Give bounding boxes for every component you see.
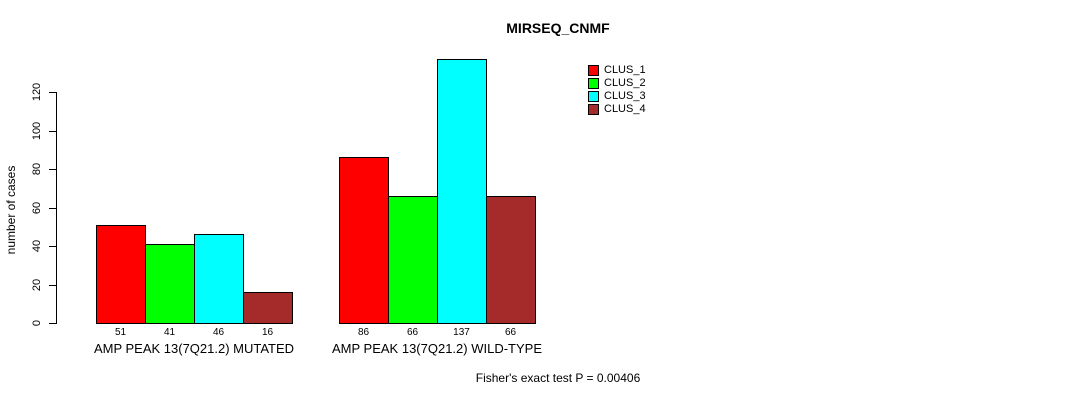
y-tick-label: 60 (31, 201, 43, 214)
y-tick (49, 207, 56, 209)
y-tick-label: 20 (31, 278, 43, 291)
annotation-pvalue: Fisher's exact test P = 0.00406 (475, 371, 641, 385)
bar (145, 244, 195, 324)
bar (486, 195, 536, 324)
bar-value-label: 51 (114, 327, 127, 338)
bar-value-label: 66 (504, 327, 517, 338)
y-tick-label: 40 (31, 239, 43, 253)
bar (243, 292, 293, 324)
y-tick (49, 246, 56, 247)
bar-value-label: 86 (357, 327, 370, 338)
bar (339, 157, 389, 324)
y-axis-line (56, 92, 57, 324)
legend-label: CLUS_3 (604, 90, 646, 102)
legend: CLUS_1 CLUS_2 CLUS_3 CLUS_4 (588, 64, 646, 116)
legend-swatch (588, 78, 599, 89)
y-tick (49, 323, 56, 324)
legend-swatch (588, 104, 599, 115)
y-axis-label: number of cases (4, 165, 18, 255)
bar (388, 195, 438, 324)
y-tick-label: 0 (31, 319, 43, 327)
bar (96, 224, 146, 324)
y-tick-label: 80 (31, 162, 43, 176)
bar-value-label: 46 (212, 327, 225, 338)
y-tick (49, 284, 56, 286)
bar-value-label: 66 (406, 327, 419, 338)
bar (194, 234, 244, 324)
group-label: AMP PEAK 13(7Q21.2) MUTATED (93, 341, 295, 356)
bar-value-label: 41 (163, 327, 176, 338)
y-tick (49, 92, 56, 93)
chart-title: MIRSEQ_CNMF (506, 20, 610, 36)
legend-item: CLUS_1 (588, 64, 646, 77)
legend-item: CLUS_3 (588, 90, 646, 103)
bar-value-label: 16 (261, 327, 274, 338)
y-tick (49, 130, 56, 132)
y-tick-label: 120 (31, 82, 43, 102)
y-tick-label: 100 (31, 121, 43, 140)
legend-swatch (588, 65, 599, 76)
legend-swatch (588, 91, 599, 102)
legend-label: CLUS_1 (604, 64, 646, 76)
y-tick (49, 169, 56, 170)
legend-label: CLUS_2 (604, 77, 646, 89)
bar (437, 59, 487, 324)
bar-value-label: 137 (453, 327, 470, 338)
legend-label: CLUS_4 (604, 103, 646, 115)
group-label: AMP PEAK 13(7Q21.2) WILD-TYPE (332, 341, 542, 356)
legend-item: CLUS_2 (588, 77, 646, 90)
legend-item: CLUS_4 (588, 103, 646, 116)
